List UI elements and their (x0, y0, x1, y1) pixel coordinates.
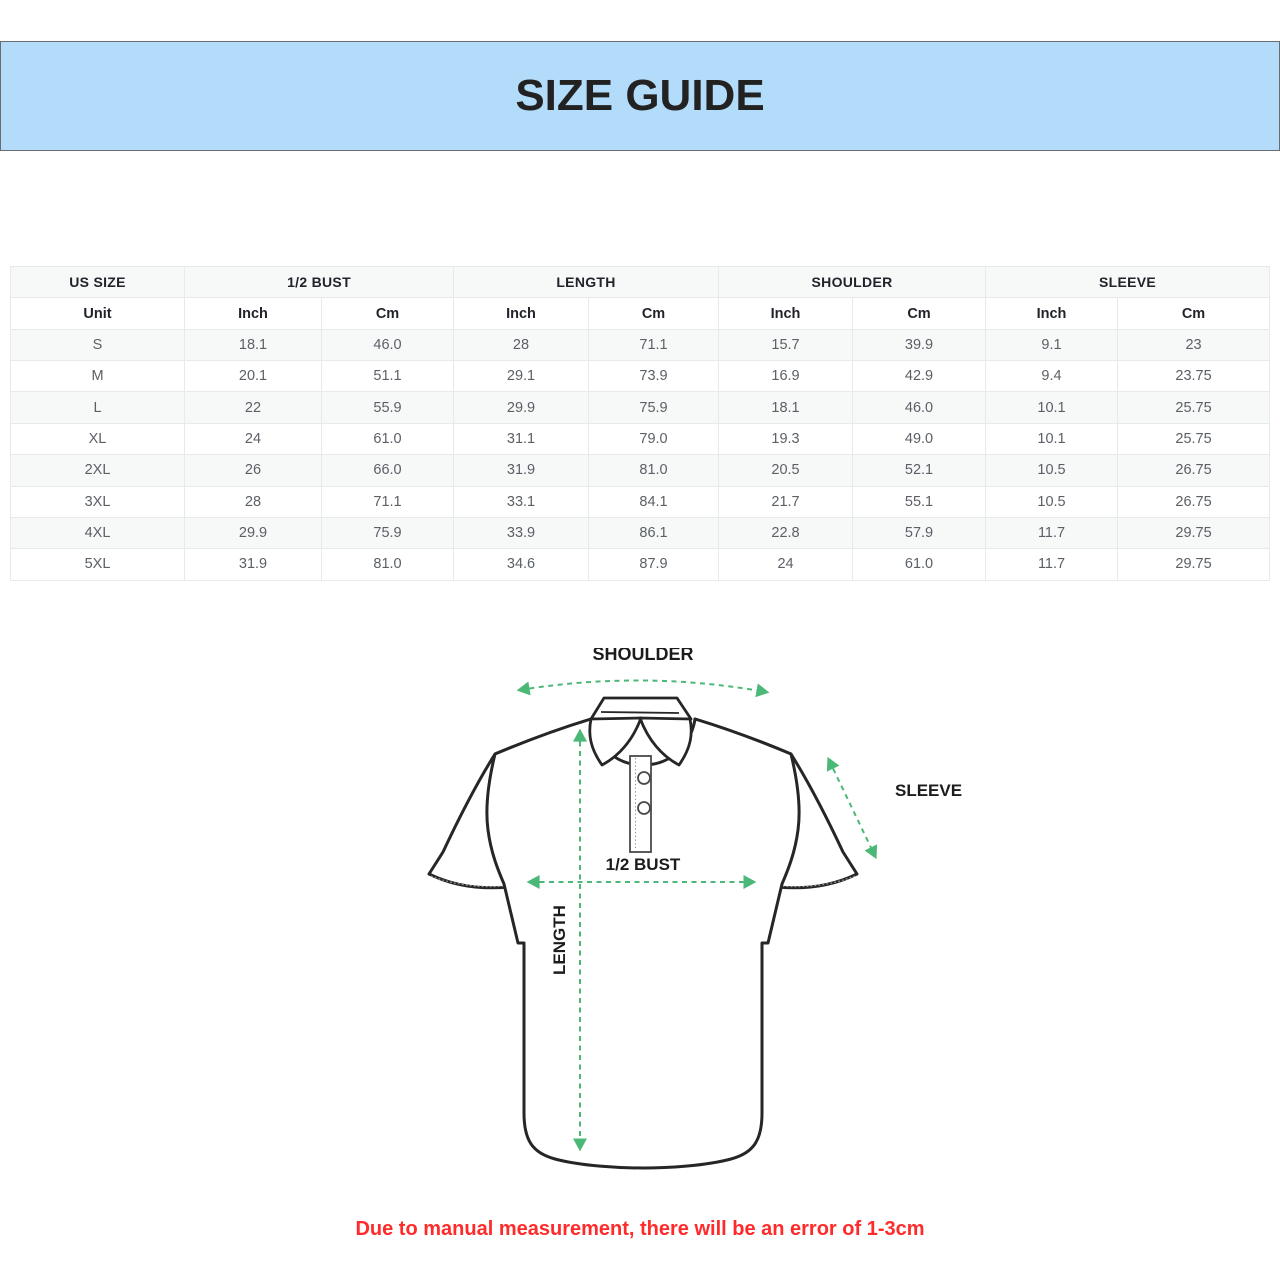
svg-text:LENGTH: LENGTH (550, 905, 569, 975)
svg-text:1/2 BUST: 1/2 BUST (606, 855, 681, 874)
svg-text:SLEEVE: SLEEVE (895, 781, 962, 800)
svg-text:SHOULDER: SHOULDER (592, 648, 693, 664)
